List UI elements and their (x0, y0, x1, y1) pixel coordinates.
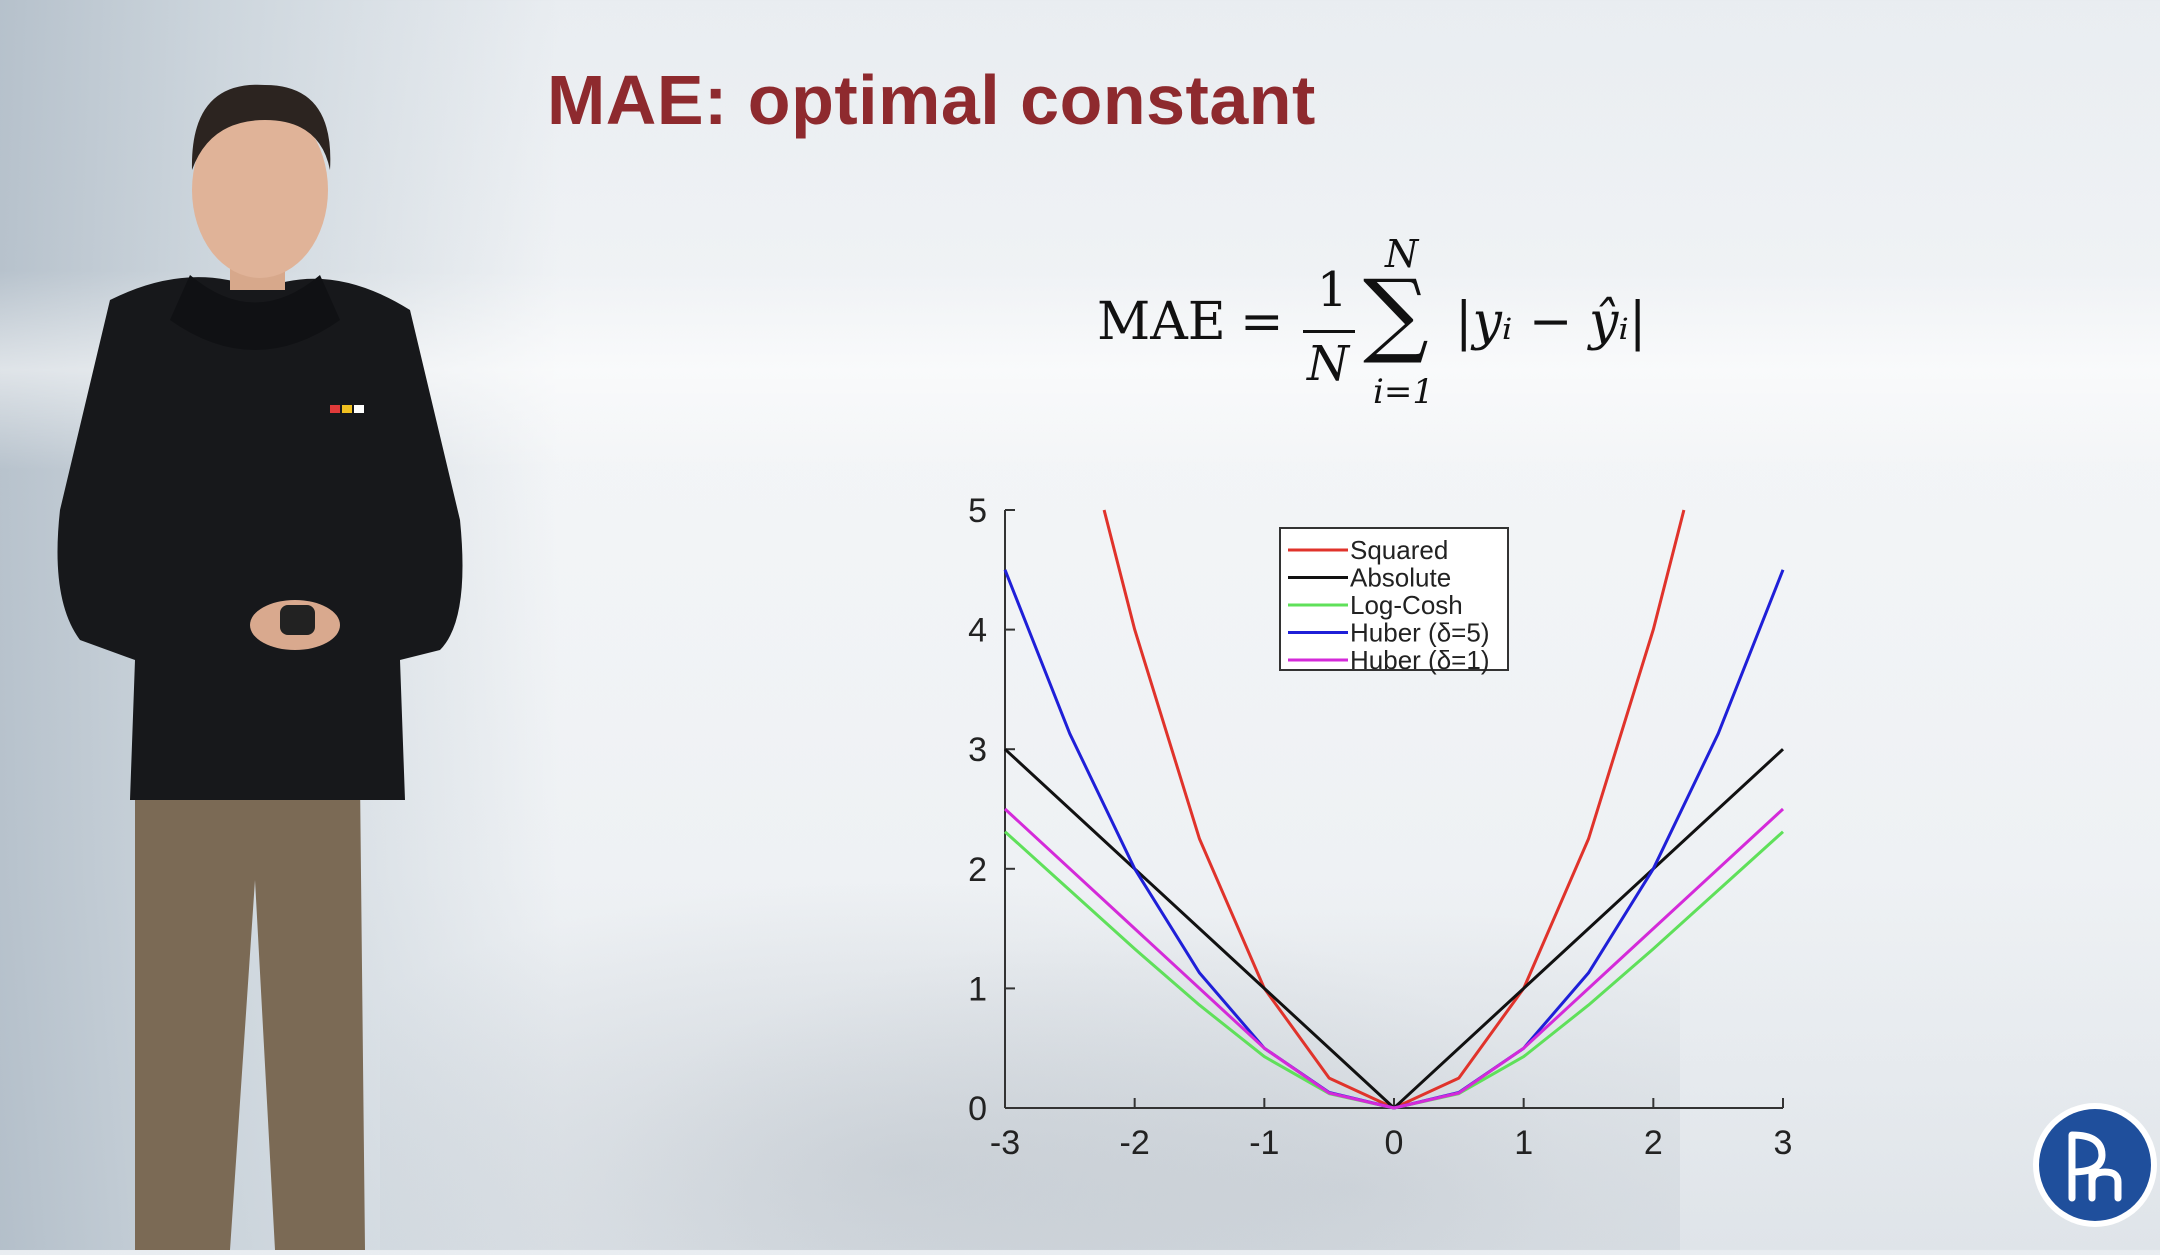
loss-chart-svg: -3 -2 -1 0 1 2 3012345SquaredAbsoluteLog-CoshH… (968, 492, 1793, 1162)
x-tick-label: -3 (990, 1124, 1020, 1162)
formula-numerator: 1 (1317, 262, 1348, 318)
legend-label: Huber (δ=1) (1350, 645, 1489, 675)
x-tick-label: 3 (1774, 1124, 1793, 1162)
formula-sum-upper: N (1385, 232, 1419, 276)
fraction-bar (1303, 330, 1355, 333)
y-tick-label: 4 (968, 612, 987, 650)
x-tick-label: -2 (1120, 1124, 1150, 1162)
presenter-figure (40, 60, 500, 1250)
legend-label: Huber (δ=5) (1350, 618, 1489, 648)
legend-label: Squared (1350, 535, 1448, 565)
formula-denominator: N (1307, 336, 1349, 392)
legend-label: Log-Cosh (1350, 590, 1463, 620)
series-line-log-cosh (1003, 830, 1785, 1110)
x-tick-label: -1 (1249, 1124, 1279, 1162)
legend-box (1279, 527, 1509, 671)
x-tick-label: 0 (1385, 1124, 1404, 1162)
x-tick-label: 1 (1514, 1124, 1533, 1162)
y-tick-label: 5 (968, 492, 987, 530)
formula-term: |yᵢ − ŷᵢ| (1455, 292, 1647, 352)
mae-formula: MAE = 1 N N ∑ i=1 |yᵢ − ŷᵢ| (1095, 232, 1655, 430)
formula-equals: = (1240, 292, 1284, 352)
x-tick-label: 2 (1644, 1124, 1663, 1162)
loss-chart: -3 -2 -1 0 1 2 3 0 1 2 3 4 5 Squared Absolute Log-Cosh H… (940, 470, 1940, 1195)
background-gears-decoration (380, 830, 1680, 1250)
series-line-huber-1- (1003, 807, 1785, 1110)
formula-sum-lower: i=1 (1373, 372, 1434, 412)
y-tick-label: 0 (968, 1090, 987, 1128)
legend-label: Absolute (1350, 563, 1451, 593)
y-tick-label: 2 (968, 851, 987, 889)
university-logo-icon (2030, 1100, 2160, 1230)
slide-title: MAE: optimal constant (547, 61, 1316, 139)
formula-sum-symbol: ∑ (1363, 260, 1429, 367)
formula-lhs: MAE (1097, 292, 1226, 352)
y-tick-label: 1 (968, 970, 987, 1008)
y-tick-label: 3 (968, 731, 987, 769)
series-line-absolute (1003, 748, 1785, 1110)
